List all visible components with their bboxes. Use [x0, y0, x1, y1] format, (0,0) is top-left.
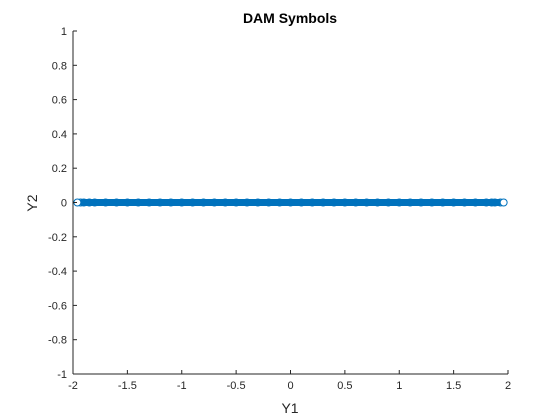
y-tick-label: -0.6 [48, 300, 67, 312]
x-tick-label: -2 [68, 380, 78, 392]
x-tick-label: 0 [287, 380, 293, 392]
scatter-point [500, 199, 507, 206]
y-tick-label: 0.2 [52, 163, 67, 175]
y-tick-label: -0.4 [48, 266, 67, 278]
x-tick-label: -1.5 [118, 380, 137, 392]
y-tick-label: -0.2 [48, 232, 67, 244]
y-tick-label: 0.8 [52, 60, 67, 72]
y-tick-label: 1 [61, 26, 67, 38]
y-tick-label: 0 [61, 198, 67, 210]
y-tick-label: 0.4 [52, 129, 67, 141]
y-axis-label: Y2 [24, 194, 40, 211]
x-tick-label: 0.5 [337, 380, 352, 392]
x-tick-label: 1.5 [446, 380, 461, 392]
x-tick-label: -1 [177, 380, 187, 392]
x-tick-label: -0.5 [227, 380, 246, 392]
scatter-series [74, 199, 507, 206]
marker-band [81, 199, 501, 206]
y-tick-label: 0.6 [52, 95, 67, 107]
y-tick-label: -1 [57, 369, 67, 381]
x-tick-label: 2 [505, 380, 511, 392]
x-tick-label: 1 [396, 380, 402, 392]
y-tick-label: -0.8 [48, 335, 67, 347]
chart-title: DAM Symbols [243, 10, 337, 26]
x-axis-label: Y1 [281, 400, 298, 416]
